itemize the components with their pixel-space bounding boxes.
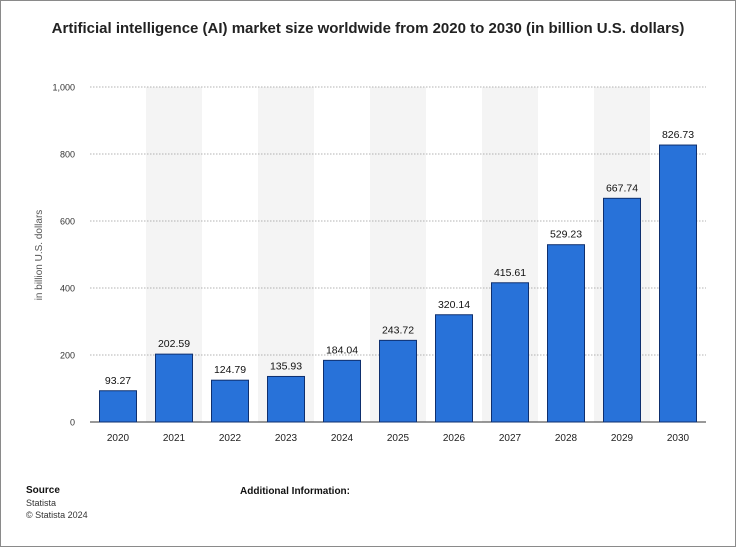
bar-2022[interactable]	[211, 379, 249, 423]
additional-information-label[interactable]: Additional Information:	[240, 486, 350, 497]
y-tick-label: 800	[60, 150, 75, 160]
y-tick-label: 0	[70, 418, 75, 428]
data-label-2030: 826.73	[662, 129, 694, 141]
data-label-2029: 667.74	[606, 182, 638, 194]
bar-2028[interactable]	[547, 244, 585, 423]
bar-2020[interactable]	[99, 390, 137, 423]
x-tick-label: 2029	[611, 433, 634, 444]
y-tick-label: 1,000	[52, 83, 75, 93]
x-tick-label: 2026	[443, 433, 466, 444]
x-tick-label: 2023	[275, 433, 298, 444]
bar-2023[interactable]	[267, 375, 305, 423]
y-tick-label: 400	[60, 284, 75, 294]
data-label-2027: 415.61	[494, 267, 526, 279]
copyright-link[interactable]: © Statista 2024	[26, 510, 88, 520]
background-band	[258, 87, 314, 422]
y-tick-label: 200	[60, 351, 75, 361]
data-label-2022: 124.79	[214, 364, 246, 376]
bar-2026[interactable]	[435, 314, 473, 423]
bar-2027[interactable]	[491, 282, 529, 423]
x-tick-label: 2030	[667, 433, 690, 444]
x-tick-label: 2020	[107, 433, 130, 444]
chart-title: Artificial intelligence (AI) market size…	[51, 20, 685, 37]
x-tick-label: 2027	[499, 433, 522, 444]
data-label-2025: 243.72	[382, 324, 414, 336]
source-label: Source	[26, 485, 60, 496]
x-tick-label: 2028	[555, 433, 578, 444]
bar-2021[interactable]	[155, 353, 193, 423]
source-link[interactable]: Statista	[26, 498, 57, 508]
data-label-2021: 202.59	[158, 338, 190, 350]
bar-2025[interactable]	[379, 339, 417, 423]
data-label-2024: 184.04	[326, 344, 358, 356]
x-tick-label: 2024	[331, 433, 354, 444]
x-tick-label: 2022	[219, 433, 242, 444]
y-axis-label: in billion U.S. dollars	[34, 210, 45, 301]
data-label-2028: 529.23	[550, 229, 582, 241]
x-tick-label: 2021	[163, 433, 186, 444]
data-label-2023: 135.93	[270, 360, 302, 372]
bar-2029[interactable]	[603, 197, 641, 423]
bar-2030[interactable]	[659, 144, 697, 423]
bar-2024[interactable]	[323, 359, 361, 423]
data-label-2026: 320.14	[438, 299, 470, 311]
data-label-2020: 93.27	[105, 375, 131, 387]
x-tick-label: 2025	[387, 433, 410, 444]
y-tick-label: 600	[60, 217, 75, 227]
